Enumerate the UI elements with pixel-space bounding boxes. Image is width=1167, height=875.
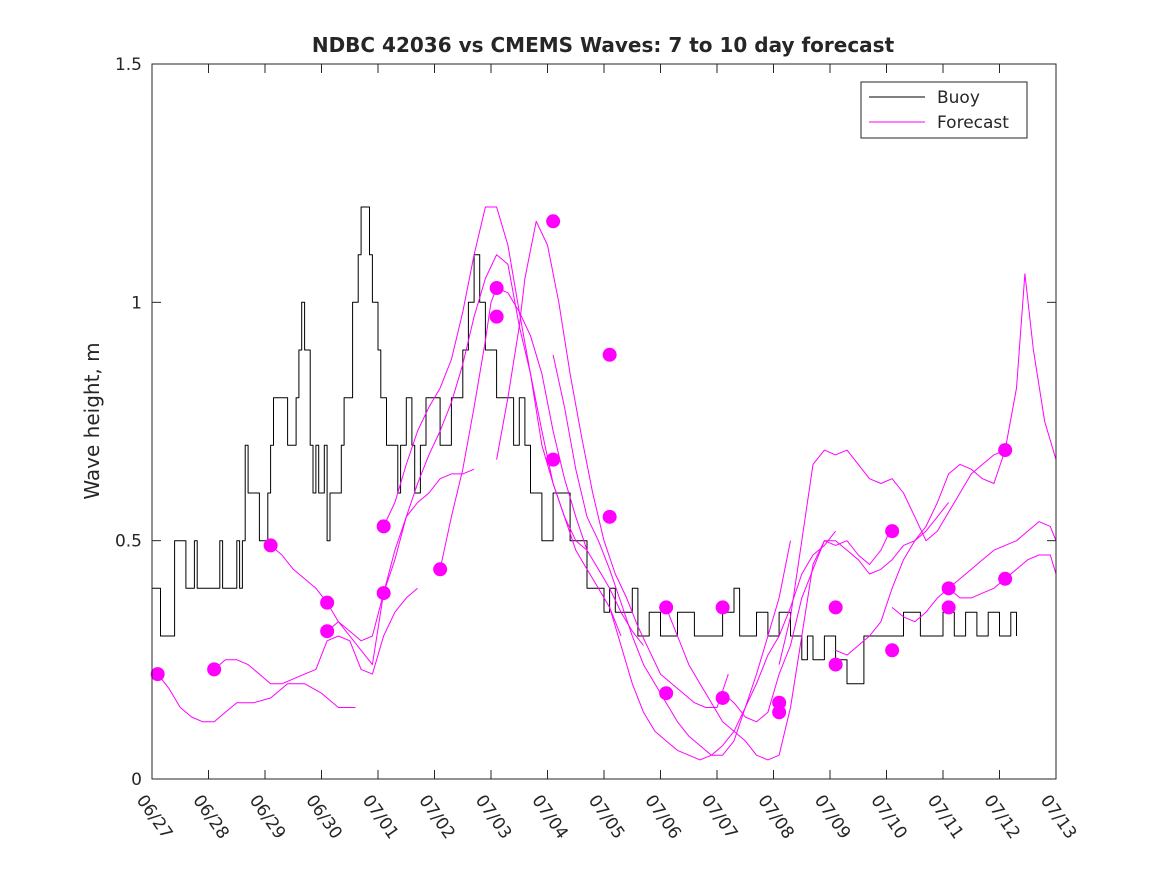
forecast-start-marker xyxy=(828,600,843,615)
y-axis-label: Wave height, m xyxy=(80,342,104,499)
forecast-start-marker xyxy=(715,600,730,615)
x-tick-label: 07/10 xyxy=(866,791,910,843)
x-tick-label: 06/30 xyxy=(301,791,345,843)
x-tick-label: 07/02 xyxy=(414,791,458,843)
forecast-line-6 xyxy=(439,287,644,646)
forecast-line-11 xyxy=(722,502,949,723)
marker-layer xyxy=(150,214,1013,720)
forecast-line-9 xyxy=(609,530,836,761)
y-tick-label: 0 xyxy=(131,770,142,790)
x-tick-label: 07/13 xyxy=(1036,791,1080,843)
forecast-start-marker xyxy=(433,562,448,577)
forecast-line-12 xyxy=(778,449,1006,665)
x-tick-label: 07/03 xyxy=(471,791,515,843)
legend-box xyxy=(860,81,1028,139)
forecast-start-marker xyxy=(885,524,900,539)
forecast-start-marker xyxy=(602,347,617,362)
x-tick-label: 07/12 xyxy=(979,791,1023,843)
chart-title: NDBC 42036 vs CMEMS Waves: 7 to 10 day f… xyxy=(312,33,895,57)
x-tick-label: 07/06 xyxy=(640,791,684,843)
x-tick-label: 07/11 xyxy=(923,791,967,843)
forecast-start-marker xyxy=(659,600,674,615)
forecast-start-marker xyxy=(207,662,222,677)
forecast-line-14 xyxy=(891,521,1057,623)
forecast-line-3 xyxy=(270,468,475,666)
legend-label-forecast: Forecast xyxy=(937,113,1009,133)
forecast-start-marker xyxy=(885,643,900,658)
x-tick-label: 06/27 xyxy=(132,791,176,843)
forecast-start-marker xyxy=(998,571,1013,586)
x-tick-label: 07/09 xyxy=(810,791,854,843)
x-tick-label: 06/28 xyxy=(188,791,232,843)
legend: Buoy Forecast xyxy=(860,81,1028,139)
x-tick-label: 07/01 xyxy=(358,791,402,843)
forecast-line-13 xyxy=(835,273,1057,656)
y-tick-label: 0.5 xyxy=(115,532,142,552)
series-layer xyxy=(152,206,1057,761)
forecast-start-marker xyxy=(489,281,504,296)
forecast-line-10 xyxy=(665,526,893,761)
y-tick-label: 1 xyxy=(131,293,142,313)
forecast-start-marker xyxy=(659,686,674,701)
y-axis: 0 0.5 1 1.5 xyxy=(115,55,1056,790)
plot-background xyxy=(152,64,1056,779)
x-tick-label: 07/07 xyxy=(697,791,741,843)
forecast-start-marker xyxy=(602,509,617,524)
forecast-line-7 xyxy=(496,220,729,708)
x-tick-label: 07/08 xyxy=(753,791,797,843)
forecast-start-marker xyxy=(715,690,730,705)
forecast-start-marker xyxy=(489,309,504,324)
forecast-start-marker xyxy=(320,595,335,610)
forecast-start-marker xyxy=(263,538,278,553)
forecast-start-marker xyxy=(546,452,561,467)
forecast-start-marker xyxy=(941,600,956,615)
buoy-line xyxy=(152,206,1017,685)
forecast-start-marker xyxy=(941,581,956,596)
forecast-start-marker xyxy=(150,667,165,682)
x-tick-label: 06/29 xyxy=(245,791,289,843)
forecast-start-marker xyxy=(828,657,843,672)
forecast-start-marker xyxy=(998,443,1013,458)
forecast-line-1 xyxy=(157,673,356,723)
y-tick-label: 1.5 xyxy=(115,55,142,75)
forecast-line-8 xyxy=(552,354,791,756)
forecast-start-marker xyxy=(546,214,561,229)
legend-label-buoy: Buoy xyxy=(937,88,980,108)
forecast-start-marker xyxy=(772,705,787,720)
x-tick-label: 07/05 xyxy=(584,791,628,843)
forecast-line-5 xyxy=(383,206,622,637)
forecast-start-marker xyxy=(376,519,391,534)
forecast-line-4 xyxy=(326,254,588,642)
forecast-line-2 xyxy=(213,587,418,685)
forecast-start-marker xyxy=(320,624,335,639)
x-tick-label: 07/04 xyxy=(527,791,571,843)
forecast-start-marker xyxy=(376,586,391,601)
